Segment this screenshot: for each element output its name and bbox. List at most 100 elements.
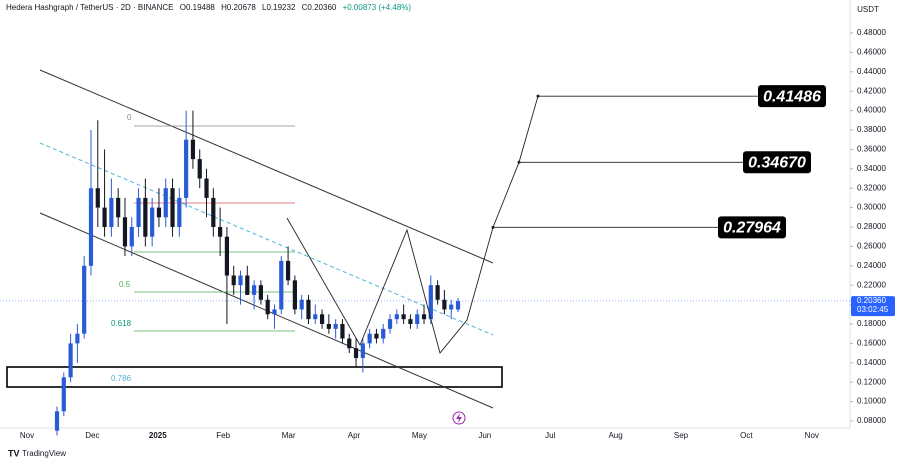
candle-body [190, 139, 196, 160]
candle-body [122, 217, 128, 247]
candle-body [449, 304, 454, 310]
candle-body [54, 411, 60, 431]
y-tick-label: 0.12000 [857, 377, 886, 386]
candle-body [252, 285, 257, 295]
y-tick-label: 0.10000 [857, 397, 886, 406]
y-tick-label: 0.18000 [857, 319, 886, 328]
candle-body [415, 314, 420, 324]
candle-body [401, 314, 406, 320]
candle-body [102, 207, 107, 227]
candle-body [184, 139, 189, 198]
candle-body [285, 260, 291, 281]
x-tick-label: Apr [348, 431, 361, 440]
projection-path [286, 96, 539, 354]
x-tick-label: Nov [805, 431, 819, 440]
candle-body [442, 299, 447, 310]
y-tick-label: 0.26000 [857, 242, 886, 251]
candle-body [299, 299, 304, 310]
candle-body [163, 188, 168, 218]
candle-body [279, 260, 284, 310]
y-tick-label: 0.36000 [857, 145, 886, 154]
x-tick-label: Mar [282, 431, 296, 440]
candle-body [231, 275, 236, 286]
candle-body [150, 207, 155, 237]
candle-body [313, 314, 318, 320]
y-tick-label: 0.42000 [857, 86, 886, 95]
target-label: 0.34670 [748, 155, 806, 172]
y-tick-label: 0.16000 [857, 339, 886, 348]
fib-label: 0 [127, 113, 132, 122]
candle-body [129, 227, 134, 247]
x-tick-label: May [412, 431, 427, 440]
price-tag [851, 296, 895, 317]
candle-body [197, 159, 202, 179]
x-tick-label: Jun [478, 431, 491, 440]
candle-body [68, 343, 73, 378]
candle-body [218, 227, 223, 237]
symbol-header: Hedera Hashgraph / TetherUS · 2D · BINAN… [6, 3, 415, 12]
candle-body [387, 319, 393, 329]
y-tick-label: 0.32000 [857, 183, 886, 192]
candle-body [204, 178, 209, 198]
target-box [718, 216, 786, 239]
candle-body [455, 301, 461, 310]
x-tick-label: Aug [608, 431, 622, 440]
footer-logo: TV [8, 448, 20, 458]
candle-body [306, 299, 311, 320]
y-tick-label: 0.46000 [857, 48, 886, 57]
candle-body [258, 285, 263, 300]
candle-body [394, 314, 399, 320]
candle-body [224, 236, 230, 276]
candle-body [428, 285, 433, 320]
y-tick-label: 0.38000 [857, 125, 886, 134]
candle-body [109, 197, 114, 227]
y-tick-label: 0.14000 [857, 358, 886, 367]
candle-body [360, 343, 365, 358]
footer-brand: TradingView [22, 449, 66, 458]
candle-body [326, 324, 331, 329]
y-tick-label: 0.08000 [857, 416, 886, 425]
candle-body [211, 197, 216, 227]
countdown-label: 03:02:45 [857, 305, 889, 314]
y-tick-label: 0.40000 [857, 106, 886, 115]
y-tick-label: 0.22000 [857, 280, 886, 289]
x-tick-label: 2025 [149, 431, 167, 440]
support-zone [6, 366, 503, 388]
fib-label: 0.786 [111, 374, 132, 383]
event-icon [452, 411, 466, 425]
candle-body [245, 275, 250, 295]
candle-body [177, 197, 182, 227]
x-tick-label: Sep [674, 431, 689, 440]
candle-body [374, 333, 379, 339]
candle-body [381, 328, 386, 339]
candle-body [421, 314, 427, 320]
candle-body [75, 333, 80, 344]
candle-body [143, 197, 148, 237]
x-tick-label: Nov [20, 431, 34, 440]
ohlc-low: L0.19232 [262, 3, 296, 12]
axis-unit: USDT [857, 5, 879, 14]
ohlc-open: O0.19488 [179, 3, 215, 12]
ohlc-change: +0.00873 (+4.48%) [342, 3, 412, 12]
candle-body [347, 338, 352, 349]
candle-body [333, 324, 338, 329]
target-box [743, 151, 811, 174]
candle-body [408, 319, 413, 324]
candle-body [95, 188, 100, 208]
x-tick-label: Dec [85, 431, 99, 440]
candle-body [88, 188, 94, 266]
candle-body [367, 333, 372, 344]
y-tick-label: 0.34000 [857, 164, 886, 173]
candle-body [61, 377, 66, 412]
candle-body [156, 207, 162, 218]
y-tick-label: 0.28000 [857, 222, 886, 231]
candle-body [340, 324, 345, 339]
event-icon-bolt [456, 413, 462, 423]
ohlc-high: H0.20678 [221, 3, 256, 12]
symbol-title: Hedera Hashgraph / TetherUS · 2D · BINAN… [6, 3, 174, 12]
candle-body [435, 285, 440, 300]
candle-body [292, 280, 297, 310]
y-tick-label: 0.44000 [857, 67, 886, 76]
y-tick-label: 0.24000 [857, 261, 886, 270]
